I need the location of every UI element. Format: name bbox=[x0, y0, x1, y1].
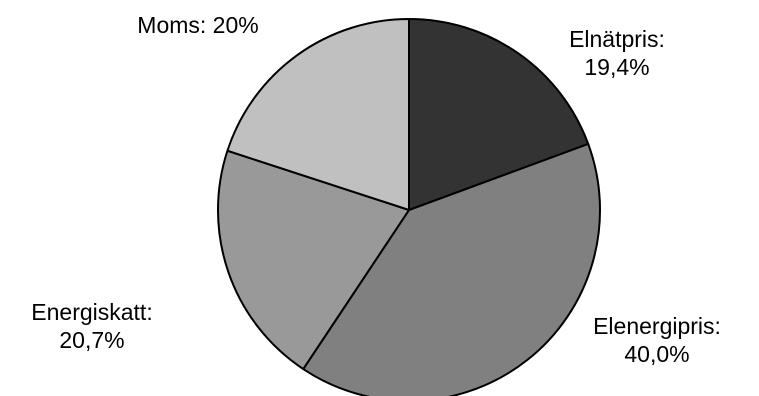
slice-label: Elenergipris: 40,0% bbox=[593, 313, 721, 367]
slice-label-line: Elnätpris: bbox=[569, 26, 665, 52]
slice-label: Elnätpris: 19,4% bbox=[569, 26, 665, 80]
pie-labels: Elnätpris: 19,4% Elenergipris: 40,0% Energis… bbox=[31, 12, 721, 367]
pie-slice-eln-tpris bbox=[408, 18, 590, 211]
pie-slice-energiskatt bbox=[217, 149, 410, 371]
slice-label-line: Energiskatt: bbox=[31, 299, 152, 325]
pie-slice-elenergipris bbox=[302, 142, 602, 396]
slice-label-line: 20,7% bbox=[59, 327, 124, 353]
slice-label-line: Moms: 20% bbox=[137, 12, 258, 38]
slice-label-line: 19,4% bbox=[584, 54, 649, 80]
slice-label: Moms: 20% bbox=[137, 12, 258, 38]
pie-slices bbox=[217, 18, 602, 396]
slice-label-line: Elenergipris: bbox=[593, 313, 721, 339]
slice-label: Energiskatt: 20,7% bbox=[31, 299, 152, 353]
slice-label-line: 40,0% bbox=[624, 341, 689, 367]
pie-slice-moms bbox=[226, 18, 410, 211]
